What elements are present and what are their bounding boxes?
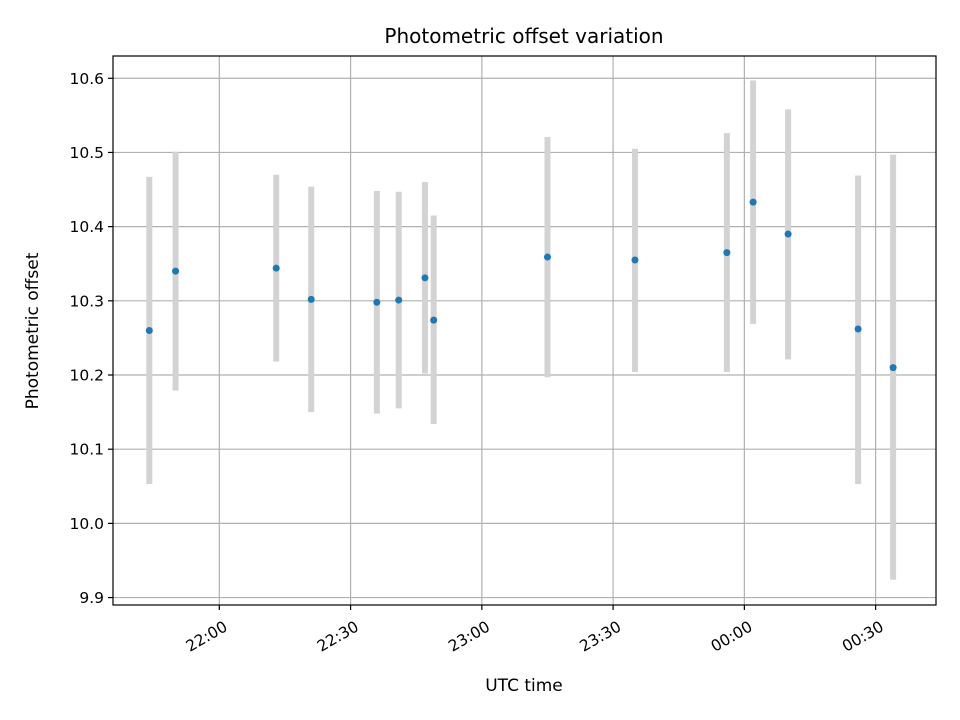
data-point bbox=[172, 267, 180, 275]
data-point bbox=[784, 230, 792, 238]
data-point bbox=[749, 198, 757, 206]
data-points bbox=[145, 198, 897, 372]
data-point bbox=[723, 249, 731, 257]
data-point bbox=[430, 316, 438, 324]
y-tick-label: 10.5 bbox=[69, 144, 104, 162]
data-point bbox=[889, 364, 897, 372]
data-point bbox=[272, 264, 280, 272]
data-point bbox=[421, 274, 429, 282]
data-point bbox=[631, 256, 639, 264]
data-point bbox=[307, 295, 315, 303]
y-tick-label: 10.2 bbox=[69, 367, 104, 385]
data-point bbox=[145, 327, 153, 334]
x-axis-label: UTC time bbox=[485, 676, 563, 696]
y-tick-label: 10.6 bbox=[69, 70, 104, 88]
data-point bbox=[543, 253, 551, 261]
y-axis-label: Photometric offset bbox=[23, 252, 43, 409]
y-tick-label: 10.1 bbox=[69, 441, 104, 459]
chart-title: Photometric offset variation bbox=[384, 24, 663, 48]
y-tick-label: 10.4 bbox=[69, 218, 104, 236]
data-point bbox=[373, 298, 381, 306]
y-tick-label: 10.3 bbox=[69, 292, 104, 310]
data-point bbox=[854, 325, 862, 333]
data-point bbox=[395, 296, 403, 304]
y-tick-label: 10.0 bbox=[69, 515, 104, 533]
plot-area-frame bbox=[112, 55, 937, 606]
y-tick-label: 9.9 bbox=[79, 589, 104, 607]
grid bbox=[113, 56, 936, 605]
